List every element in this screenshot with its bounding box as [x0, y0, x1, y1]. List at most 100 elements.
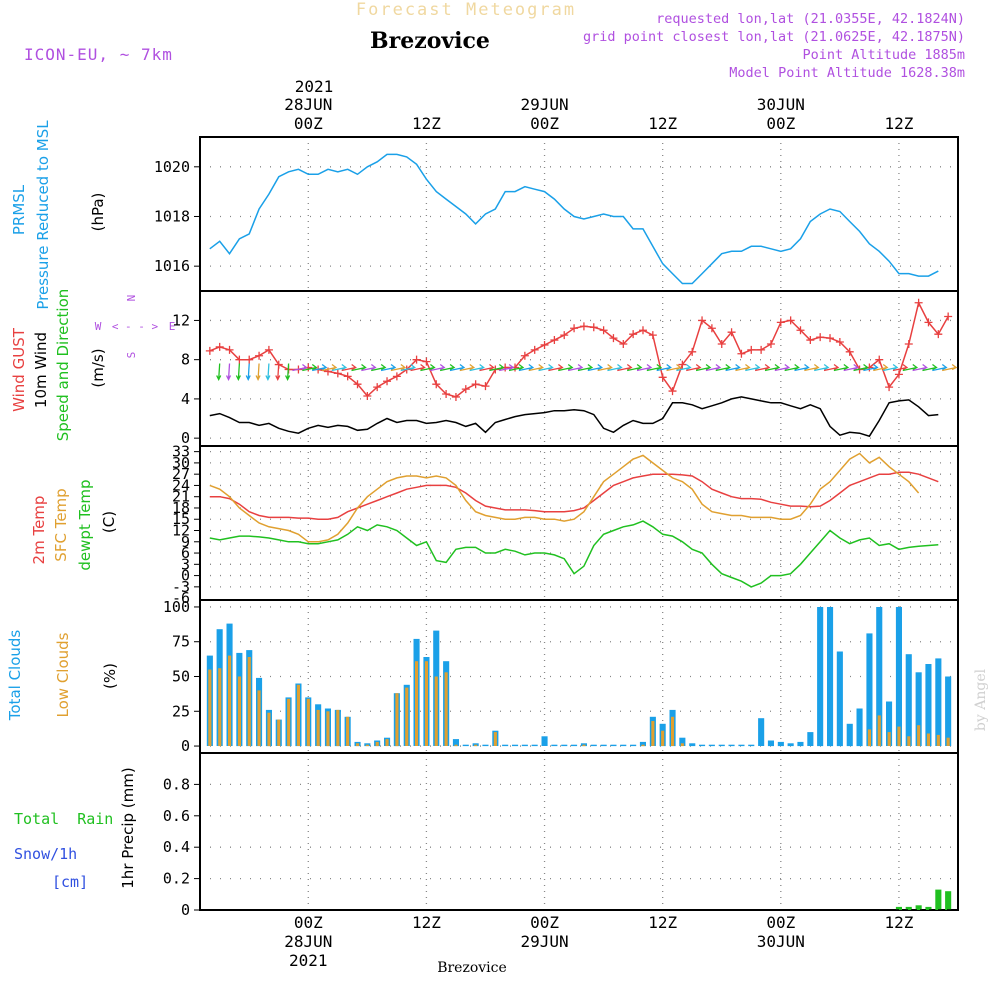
gust-marker — [648, 331, 657, 340]
location-title: Brezovice — [370, 28, 490, 54]
low-cloud-bar — [208, 669, 212, 746]
wind-direction-arrow — [508, 363, 525, 372]
total-cloud-bar — [905, 654, 912, 746]
wind-labels: Wind GUST 10m Wind Speed and Direction (… — [10, 289, 175, 442]
series-line-sfc-temp — [209, 452, 920, 543]
compass-e-label: E — [169, 320, 176, 333]
total-cloud-bar — [502, 744, 509, 747]
panel-pressure: 1016 1018 1020 — [154, 136, 959, 292]
y-tick-label: 0.6 — [163, 807, 190, 825]
y-tick-label: 0 — [181, 737, 190, 755]
gust-marker — [481, 382, 490, 391]
rain-bar — [925, 906, 932, 910]
rain-bar — [915, 905, 922, 910]
panel-frame — [199, 136, 959, 292]
panel-frame — [199, 599, 959, 754]
top-date-label: 30JUN — [757, 95, 805, 114]
series-line-wind-gust — [209, 300, 949, 398]
wind-direction-arrow — [548, 363, 564, 372]
y-tick-label: -6 — [172, 589, 190, 607]
gust-marker — [698, 316, 707, 325]
top-hour-label: 00Z — [766, 114, 795, 133]
compass-n-label: N — [125, 295, 138, 302]
gust-marker — [353, 380, 362, 389]
gust-marker — [688, 347, 697, 356]
wind-direction-arrow — [459, 363, 476, 372]
wind-direction-arrow — [922, 363, 938, 372]
snow-label: Snow/1h — [14, 845, 77, 863]
pressure-reduced-label: Pressure Reduced to MSL — [34, 120, 52, 310]
total-cloud-bar — [718, 744, 725, 747]
low-cloud-bar — [444, 672, 448, 746]
gust-marker — [796, 326, 805, 335]
total-cloud-bar — [876, 607, 883, 747]
gust-marker — [707, 324, 716, 333]
rain-bar — [935, 889, 942, 910]
gust-marker — [215, 342, 224, 351]
gust-marker — [432, 380, 441, 389]
total-cloud-bar — [708, 744, 715, 747]
wind-direction-arrow — [577, 363, 594, 372]
wind-direction-arrow — [764, 363, 781, 372]
series-line-10m-wind — [209, 396, 939, 438]
series-line-2m-temp — [209, 471, 939, 520]
total-cloud-bar — [590, 744, 597, 747]
gust-marker — [727, 328, 736, 337]
total-cloud-bar — [846, 723, 853, 747]
gust-marker — [451, 392, 460, 401]
low-cloud-bar — [277, 719, 281, 746]
total-clouds-label: Total Clouds — [6, 630, 24, 722]
gust-marker — [570, 324, 579, 333]
low-cloud-bar — [346, 716, 350, 746]
wind-direction-arrow — [275, 363, 281, 381]
total-cloud-bar — [797, 741, 804, 747]
wind-direction-arrow — [774, 363, 791, 372]
low-cloud-bar — [671, 716, 675, 746]
total-cloud-bar — [748, 744, 755, 747]
wind-direction-arrow — [725, 363, 741, 372]
panel-frame — [199, 752, 959, 911]
y-tick-label: 27 — [172, 465, 190, 483]
temp-labels: 2m Temp SFC Temp dewpt Temp (C) — [30, 479, 118, 570]
bottom-hour-label: 00Z — [294, 913, 323, 932]
gust-marker — [885, 383, 894, 392]
wind-direction-arrow — [410, 363, 426, 372]
total-cloud-bar — [689, 743, 696, 747]
bottom-hour-label: 12Z — [884, 913, 913, 932]
y-tick-label: -3 — [172, 578, 190, 596]
total-cloud-bar — [827, 607, 834, 747]
wind-direction-arrow — [902, 363, 919, 372]
y-tick-label: 9 — [181, 533, 190, 551]
total-cloud-bar — [699, 744, 706, 747]
wind-direction-arrow — [285, 363, 291, 381]
low-cloud-bar — [306, 698, 310, 747]
low-cloud-bar — [474, 744, 478, 747]
wind-direction-arrow — [245, 363, 251, 381]
total-cloud-bar — [551, 744, 558, 747]
low-cloud-bar — [651, 721, 655, 746]
wind-direction-arrow — [705, 363, 722, 372]
total-rain-label: Total Rain — [14, 810, 113, 828]
gust-marker — [766, 339, 775, 348]
panel-precip: 0 0.2 0.4 0.6 0.8 — [163, 752, 959, 919]
series-line-dewpt-temp — [209, 520, 939, 588]
gust-marker — [638, 326, 647, 335]
point-altitude: Point Altitude 1885m — [802, 47, 965, 63]
y-tick-label: 4 — [181, 390, 190, 408]
gust-marker — [255, 351, 264, 360]
top-hour-label: 12Z — [412, 114, 441, 133]
bottom-date-label: 28JUN — [284, 932, 332, 951]
gust-marker — [205, 346, 214, 355]
total-cloud-bar — [452, 739, 459, 747]
wind-direction-arrow — [302, 363, 318, 372]
total-cloud-bar — [895, 607, 902, 747]
top-hour-label: 00Z — [530, 114, 559, 133]
wind-direction-arrow — [430, 363, 446, 372]
y-tick-label: 0 — [181, 901, 190, 919]
gust-marker — [845, 347, 854, 356]
gust-marker — [461, 385, 470, 394]
total-cloud-bar — [767, 740, 774, 747]
wind-direction-arrow — [823, 363, 840, 372]
